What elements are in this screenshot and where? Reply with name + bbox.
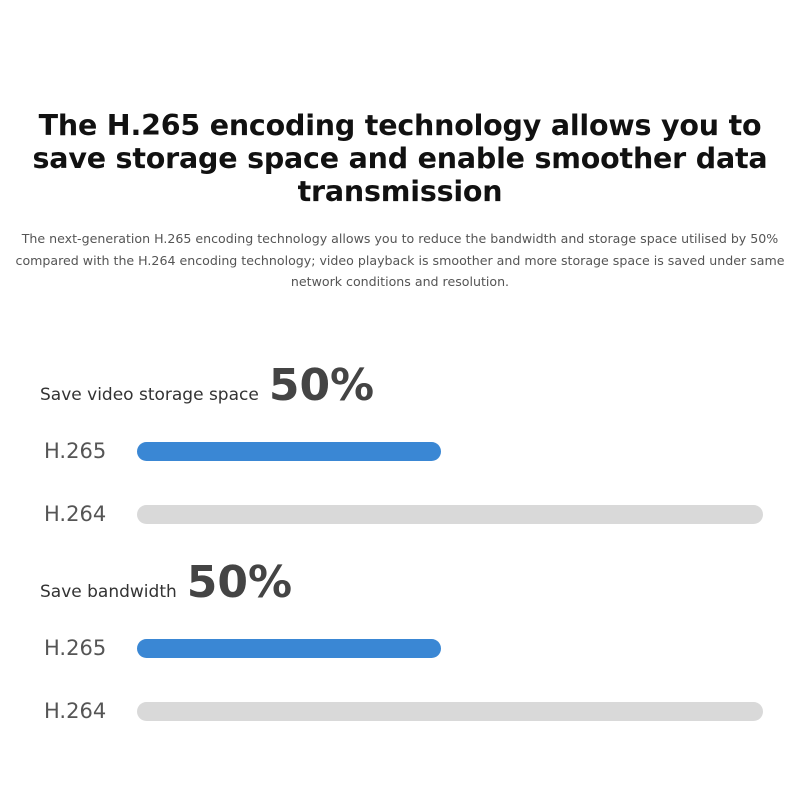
bandwidth-section-heading: Save bandwidth 50% <box>40 557 292 608</box>
storage-h265-bar <box>137 442 441 461</box>
storage-h264-bar <box>137 505 763 524</box>
bandwidth-h265-label: H.265 <box>44 636 107 660</box>
storage-h265-track <box>137 442 763 461</box>
bandwidth-h265-track <box>137 639 763 658</box>
bandwidth-h264-label: H.264 <box>44 699 107 723</box>
bandwidth-saving-percent: 50% <box>186 557 293 608</box>
bandwidth-h264-bar <box>137 702 763 721</box>
storage-section-label: Save video storage space <box>40 385 259 405</box>
bandwidth-section-label: Save bandwidth <box>40 582 177 602</box>
page-headline: The H.265 encoding technology allows you… <box>32 109 768 208</box>
bandwidth-h264-track <box>137 702 763 721</box>
storage-h265-label: H.265 <box>44 439 107 463</box>
storage-h264-label: H.264 <box>44 502 107 526</box>
storage-h264-track <box>137 505 763 524</box>
bandwidth-h265-bar <box>137 639 441 658</box>
storage-saving-percent: 50% <box>268 360 375 411</box>
page-subtitle: The next-generation H.265 encoding techn… <box>15 231 785 289</box>
storage-section-heading: Save video storage space 50% <box>40 360 374 411</box>
